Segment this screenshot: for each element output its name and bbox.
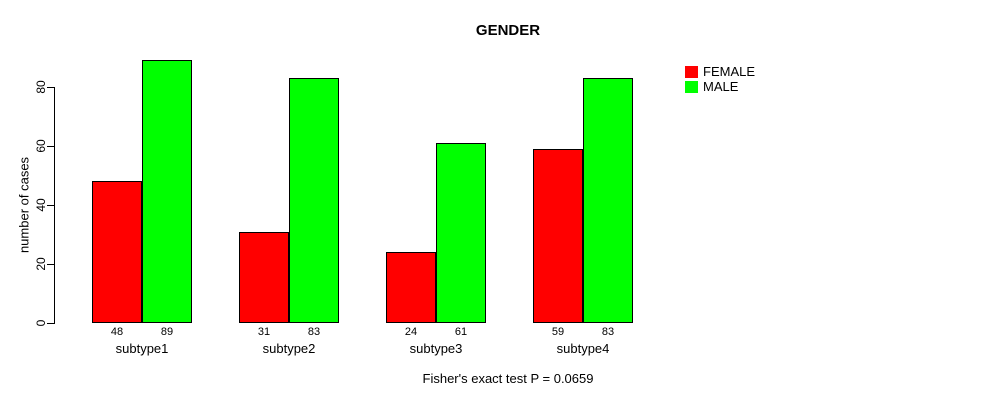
y-tick-label: 20	[34, 257, 48, 271]
y-axis-label: number of cases	[16, 156, 32, 254]
legend-item-male: MALE	[685, 79, 755, 94]
y-tick-mark	[47, 146, 54, 147]
male-swatch-icon	[685, 80, 698, 93]
y-tick-mark	[47, 87, 54, 88]
bar-value-label: 48	[110, 326, 124, 338]
bar-value-label: 83	[307, 326, 321, 338]
bar-female-subtype3	[386, 252, 436, 323]
bar-value-label: 31	[257, 326, 271, 338]
category-label-subtype1: subtype1	[115, 341, 169, 356]
y-tick-label: 80	[34, 80, 48, 94]
y-axis-line	[54, 87, 55, 324]
bar-value-label: 89	[160, 326, 174, 338]
bar-value-label: 24	[404, 326, 418, 338]
category-label-subtype3: subtype3	[409, 341, 463, 356]
category-label-subtype4: subtype4	[556, 341, 610, 356]
legend: FEMALE MALE	[685, 64, 755, 94]
y-tick-label: 40	[34, 198, 48, 212]
female-swatch-icon	[685, 65, 698, 78]
bar-male-subtype4	[583, 78, 633, 323]
annotation-text: Fisher's exact test P = 0.0659	[422, 371, 594, 386]
category-label-subtype2: subtype2	[262, 341, 316, 356]
y-tick-mark	[47, 264, 54, 265]
bar-value-label: 83	[601, 326, 615, 338]
bar-value-label: 61	[454, 326, 468, 338]
y-tick-label: 60	[34, 139, 48, 153]
bar-male-subtype3	[436, 143, 486, 323]
y-tick-mark	[47, 205, 54, 206]
y-tick-mark	[47, 323, 54, 324]
legend-label-female: FEMALE	[703, 64, 756, 79]
legend-item-female: FEMALE	[685, 64, 755, 79]
legend-label-male: MALE	[703, 79, 739, 94]
bar-female-subtype1	[92, 181, 142, 323]
bar-female-subtype2	[239, 232, 289, 323]
bar-female-subtype4	[533, 149, 583, 323]
bar-male-subtype2	[289, 78, 339, 323]
bar-value-label: 59	[551, 326, 565, 338]
chart-title: GENDER	[475, 22, 541, 39]
y-tick-label: 0	[34, 319, 48, 327]
bar-male-subtype1	[142, 60, 192, 323]
